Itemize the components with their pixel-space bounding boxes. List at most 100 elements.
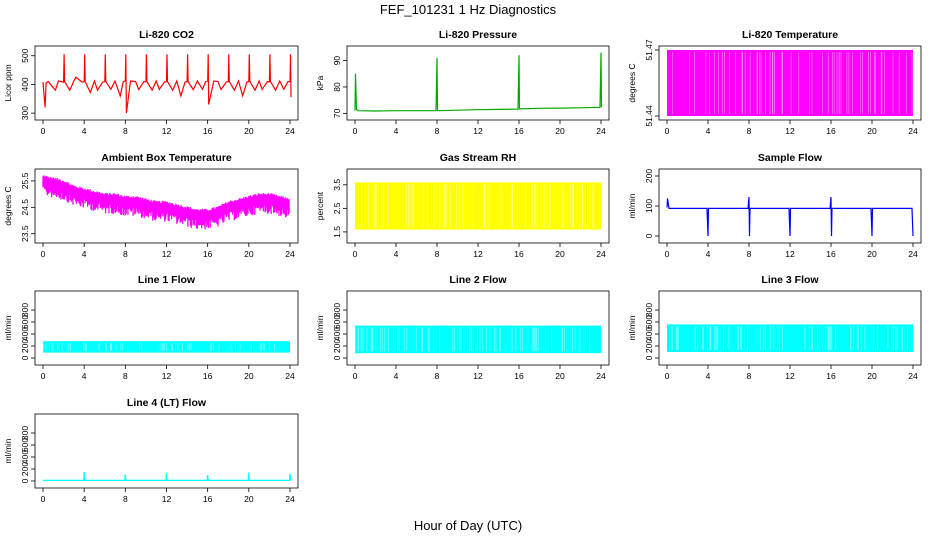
panel-title: Line 4 (LT) Flow <box>127 397 207 409</box>
series-group <box>42 175 290 230</box>
x-tick-label: 4 <box>394 126 399 136</box>
x-tick-label: 20 <box>867 126 877 136</box>
x-tick-label: 8 <box>123 494 128 504</box>
x-tick-label: 12 <box>162 126 172 136</box>
y-axis-label: ml/min <box>627 193 637 218</box>
series-line <box>42 175 290 230</box>
x-tick-label: 12 <box>162 494 172 504</box>
x-tick-label: 8 <box>435 126 440 136</box>
x-tick-label: 24 <box>285 126 295 136</box>
x-tick-label: 8 <box>435 249 440 259</box>
x-tick-label: 24 <box>285 494 295 504</box>
y-tick-label: 90 <box>332 56 342 66</box>
series-group <box>354 325 601 354</box>
y-tick-label: 23.5 <box>20 225 30 242</box>
x-tick-label: 20 <box>555 371 565 381</box>
series-area <box>667 50 913 116</box>
x-tick-label: 4 <box>394 249 399 259</box>
y-tick-label: 200 <box>20 339 30 353</box>
panel-title: Li-820 CO2 <box>139 29 194 41</box>
x-tick-label: 12 <box>473 371 483 381</box>
plot-frame <box>346 45 610 121</box>
series-texture <box>672 52 913 114</box>
y-tick-label: 200 <box>644 339 654 353</box>
x-tick-label: 24 <box>596 126 606 136</box>
panel-2: Li-820 Temperature 0 4 8 12 16 20 24 51.44 51.47 d… <box>627 29 922 136</box>
y-axis-label: ml/min <box>3 315 13 340</box>
y-tick-label: 200 <box>644 169 654 183</box>
x-tick-label: 20 <box>867 371 877 381</box>
y-tick-label: 400 <box>332 327 342 341</box>
x-tick-label: 4 <box>82 371 87 381</box>
x-tick-label: 4 <box>394 371 399 381</box>
x-tick-label: 0 <box>353 371 358 381</box>
series-line <box>354 52 603 112</box>
x-tick-label: 0 <box>665 126 670 136</box>
y-tick-label: 0 <box>20 355 30 360</box>
y-tick-label: 800 <box>20 303 30 317</box>
x-tick-label: 8 <box>123 371 128 381</box>
x-tick-label: 0 <box>665 371 670 381</box>
y-tick-label: 500 <box>20 48 30 62</box>
x-tick-label: 20 <box>244 249 254 259</box>
x-tick-label: 12 <box>785 249 795 259</box>
panel-title: Li-820 Temperature <box>742 29 838 41</box>
y-tick-label: 200 <box>20 462 30 476</box>
x-tick-label: 16 <box>203 126 213 136</box>
x-tick-label: 24 <box>908 126 918 136</box>
x-tick-label: 20 <box>867 249 877 259</box>
x-tick-label: 4 <box>706 126 711 136</box>
panel-title: Line 3 Flow <box>761 274 819 286</box>
x-tick-label: 8 <box>123 126 128 136</box>
x-tick-label: 8 <box>747 371 752 381</box>
figure-title: FEF_101231 1 Hz Diagnostics <box>379 2 557 17</box>
series-area <box>355 325 601 354</box>
y-tick-label: 3.5 <box>332 179 342 191</box>
x-tick-label: 24 <box>285 371 295 381</box>
x-tick-label: 12 <box>473 126 483 136</box>
x-tick-label: 24 <box>908 249 918 259</box>
y-axis-label: degrees C <box>627 63 637 102</box>
x-tick-label: 16 <box>826 249 836 259</box>
x-tick-label: 0 <box>41 249 46 259</box>
x-tick-label: 12 <box>162 249 172 259</box>
x-tick-label: 20 <box>244 371 254 381</box>
y-tick-label: 51.47 <box>644 39 654 61</box>
series-group <box>354 52 603 112</box>
x-tick-label: 8 <box>435 371 440 381</box>
x-tick-label: 4 <box>706 249 711 259</box>
y-axis-label: ml/min <box>627 315 637 340</box>
panel-title: Line 1 Flow <box>138 274 196 286</box>
x-tick-label: 12 <box>473 249 483 259</box>
y-tick-label: 200 <box>332 339 342 353</box>
y-tick-label: 300 <box>20 106 30 120</box>
y-tick-label: 0 <box>644 233 654 238</box>
series-line <box>42 54 292 114</box>
x-tick-label: 0 <box>665 249 670 259</box>
x-tick-label: 20 <box>244 126 254 136</box>
panel-0: Li-820 CO2 0 4 8 12 16 20 24 300 400 500 Licor ppm <box>3 29 299 136</box>
panel-title: Ambient Box Temperature <box>101 152 232 164</box>
x-tick-label: 20 <box>244 494 254 504</box>
series-area <box>667 324 913 352</box>
plot-frame <box>34 290 299 366</box>
x-tick-label: 12 <box>785 371 795 381</box>
y-tick-label: 800 <box>332 303 342 317</box>
x-tick-label: 24 <box>908 371 918 381</box>
panel-4: Gas Stream RH 0 4 8 12 16 20 24 1.5 2.5 3.5 percent <box>315 152 610 259</box>
series-group <box>42 54 292 114</box>
y-tick-label: 0 <box>20 478 30 483</box>
y-tick-label: 600 <box>644 315 654 329</box>
x-tick-label: 16 <box>514 371 524 381</box>
y-tick-label: 400 <box>20 77 30 91</box>
series-texture <box>671 326 908 350</box>
series-line <box>43 471 292 481</box>
y-tick-label: 0 <box>644 355 654 360</box>
x-tick-label: 16 <box>203 249 213 259</box>
y-tick-label: 80 <box>332 82 342 92</box>
y-tick-label: 800 <box>644 303 654 317</box>
panel-9: Line 4 (LT) Flow 0 4 8 12 16 20 24 0 200400600800… <box>3 397 299 504</box>
